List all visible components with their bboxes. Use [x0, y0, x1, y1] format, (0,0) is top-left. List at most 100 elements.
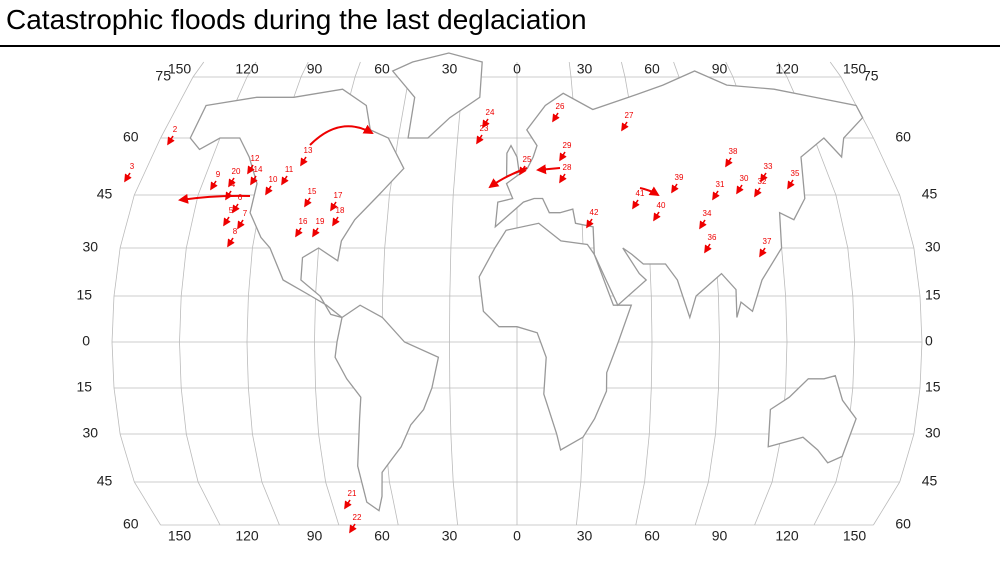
- latitude-label: 30: [83, 425, 99, 441]
- flood-label: 2: [173, 125, 178, 134]
- longitude-label: 30: [442, 528, 458, 544]
- flood-label: 18: [336, 206, 345, 215]
- latitude-label: 0: [925, 333, 933, 349]
- flood-arrow: [227, 237, 235, 248]
- longitude-label: 60: [644, 61, 660, 77]
- flood-arrow: [671, 183, 679, 194]
- flood-label: 6: [238, 193, 243, 202]
- flood-label: 32: [758, 177, 767, 186]
- flood-arrow: [344, 499, 352, 510]
- flood-arrow: [760, 172, 768, 183]
- latitude-label: 60: [895, 129, 911, 145]
- flood-label: 35: [791, 169, 800, 178]
- flood-label: 4: [231, 180, 236, 189]
- flood-arrow: [736, 184, 744, 195]
- flood-label: 13: [304, 146, 313, 155]
- latitude-label: 0: [82, 333, 90, 349]
- flood-label: 24: [486, 108, 495, 117]
- landmass: [334, 304, 440, 512]
- landmass: [391, 52, 483, 139]
- latitude-label: 45: [97, 473, 113, 489]
- flood-arrow: [699, 219, 707, 230]
- landmass: [189, 88, 405, 319]
- flood-label: 16: [299, 217, 308, 226]
- flood-label: 12: [251, 154, 260, 163]
- flood-label: 33: [764, 162, 773, 171]
- flood-arrow: [653, 211, 661, 222]
- flood-label: 42: [590, 208, 599, 217]
- flood-arrow: [232, 203, 240, 214]
- flood-label: 37: [763, 237, 772, 246]
- flood-label: 3: [130, 162, 135, 171]
- flood-label: 7: [243, 209, 248, 218]
- latitude-label: 15: [925, 287, 941, 303]
- flood-label: 17: [334, 191, 343, 200]
- flood-arrow: [559, 151, 567, 162]
- flood-arrow: [223, 216, 231, 227]
- flood-arrow: [247, 164, 255, 175]
- flood-label: 30: [740, 174, 749, 183]
- flood-label: 27: [625, 111, 634, 120]
- flood-label: 22: [353, 513, 362, 522]
- latitude-label: 75: [155, 68, 171, 84]
- flood-label: 19: [316, 217, 325, 226]
- meridian: [829, 61, 923, 526]
- flood-label: 25: [523, 155, 532, 164]
- landmass: [494, 70, 864, 320]
- title-rule: [0, 45, 1000, 47]
- latitude-label: 45: [97, 186, 113, 202]
- flood-label: 11: [285, 165, 294, 174]
- flood-arrow: [552, 112, 560, 123]
- longitude-label: 0: [513, 528, 521, 544]
- meridian: [179, 61, 257, 526]
- longitude-label: 90: [307, 528, 323, 544]
- flood-arrow: [754, 187, 762, 198]
- longitude-label: 90: [307, 61, 323, 77]
- flood-arrow: [300, 156, 308, 167]
- latitude-label: 60: [123, 516, 139, 532]
- latitude-label: 45: [922, 473, 938, 489]
- flood-arrow: [250, 175, 258, 186]
- landmass: [767, 374, 857, 464]
- flood-arrow: [228, 177, 236, 188]
- flood-arrow: [237, 219, 245, 230]
- flood-label: 31: [716, 180, 725, 189]
- longitude-label: 150: [843, 61, 867, 77]
- latitude-label: 75: [863, 68, 879, 84]
- flood-arrow: [281, 175, 289, 186]
- latitude-label: 30: [925, 239, 941, 255]
- flood-arrow: [621, 121, 629, 132]
- flood-arrow: [725, 157, 733, 168]
- flood-label: 23: [480, 124, 489, 133]
- landmass: [478, 222, 633, 451]
- flood-label: 28: [563, 163, 572, 172]
- longitude-label: 60: [374, 61, 390, 77]
- longitude-label: 30: [577, 61, 593, 77]
- flood-label: 9: [216, 170, 221, 179]
- flood-arrow: [759, 247, 767, 258]
- flood-arrow: [787, 179, 795, 190]
- flood-arrow: [330, 201, 338, 212]
- flood-arrows: [124, 112, 795, 534]
- flood-label: 5: [229, 206, 234, 215]
- flood-arrow: [309, 124, 374, 146]
- longitude-label: 150: [843, 528, 867, 544]
- flood-label: 20: [232, 167, 241, 176]
- land: [189, 52, 864, 512]
- longitude-label: 120: [235, 528, 259, 544]
- flood-arrow: [639, 186, 660, 197]
- latitude-label: 60: [123, 129, 139, 145]
- longitude-label: 150: [168, 528, 192, 544]
- flood-arrow: [178, 193, 251, 204]
- flood-arrow: [265, 185, 273, 196]
- flood-arrow: [476, 134, 484, 145]
- flood-arrow: [167, 135, 175, 146]
- meridian: [111, 61, 205, 526]
- longitude-label: 60: [644, 528, 660, 544]
- latitude-label: 15: [76, 287, 92, 303]
- flood-arrow: [519, 165, 527, 176]
- flood-arrow: [124, 172, 132, 183]
- longitude-label: 30: [442, 61, 458, 77]
